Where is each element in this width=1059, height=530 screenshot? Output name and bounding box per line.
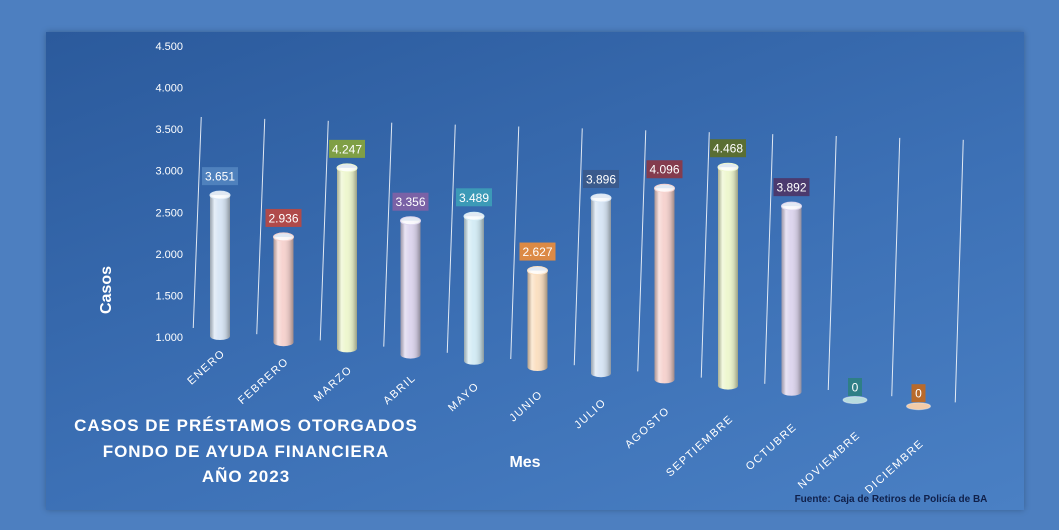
bar bbox=[842, 396, 868, 404]
svg-text:0: 0 bbox=[852, 381, 859, 395]
data-label: 2.936 bbox=[265, 208, 302, 227]
x-tick-label: MAYO bbox=[446, 380, 482, 414]
svg-text:2.627: 2.627 bbox=[522, 245, 552, 259]
gridline bbox=[764, 134, 774, 384]
svg-text:0: 0 bbox=[915, 387, 922, 401]
bar bbox=[209, 190, 231, 340]
bar bbox=[527, 266, 548, 371]
svg-text:2.936: 2.936 bbox=[268, 211, 298, 225]
data-label: 3.356 bbox=[392, 192, 429, 211]
data-labels: 3.651 2.936 4.247 3.356 3.489 2.627 3.896 4.096… bbox=[202, 139, 926, 403]
chart-title-line-1: CASOS DE PRÉSTAMOS OTORGADOS bbox=[74, 416, 418, 435]
gridline bbox=[827, 135, 837, 391]
data-label: 4.247 bbox=[329, 139, 365, 158]
source-note: Fuente: Caja de Retiros de Policía de BA bbox=[795, 494, 988, 505]
bar bbox=[336, 163, 358, 353]
svg-text:3.489: 3.489 bbox=[459, 191, 489, 205]
bar-chart: 1.000 1.500 2.000 2.500 3.000 3.500 4.000 4.500… bbox=[74, 41, 988, 505]
x-tick-label: JUNIO bbox=[507, 388, 545, 424]
data-label: 4.468 bbox=[710, 139, 746, 158]
bar bbox=[273, 232, 294, 347]
chart-title-line-3: AÑO 2023 bbox=[202, 466, 290, 486]
x-tick-label: OCTUBRE bbox=[744, 421, 800, 473]
data-label: 3.892 bbox=[773, 178, 810, 197]
y-tick-label: 2.500 bbox=[155, 207, 183, 219]
y-tick-label: 3.500 bbox=[155, 124, 183, 136]
y-axis-title: Casos bbox=[98, 266, 115, 314]
gridlines bbox=[192, 116, 964, 403]
data-label: 0 bbox=[848, 378, 862, 396]
bar bbox=[463, 211, 485, 365]
chart-title-line-2: FONDO DE AYUDA FINANCIERA bbox=[103, 442, 390, 461]
x-tick-label: JULIO bbox=[572, 397, 609, 432]
gridline bbox=[446, 124, 456, 353]
gridline bbox=[192, 116, 202, 329]
bar bbox=[717, 162, 739, 390]
x-tick-label: AGOSTO bbox=[623, 405, 673, 451]
bar bbox=[400, 216, 421, 359]
y-axis-ticks: 1.000 1.500 2.000 2.500 3.000 3.500 4.000 4.500 bbox=[155, 41, 183, 344]
x-tick-label: ABRIL bbox=[381, 372, 418, 407]
bar bbox=[906, 402, 931, 411]
svg-text:3.651: 3.651 bbox=[205, 170, 235, 184]
gridline bbox=[954, 139, 964, 403]
x-axis-title: Mes bbox=[509, 454, 540, 471]
data-label: 3.651 bbox=[202, 167, 238, 186]
y-tick-label: 1.500 bbox=[155, 290, 183, 302]
gridline bbox=[256, 118, 266, 335]
bar bbox=[654, 183, 675, 384]
svg-text:4.247: 4.247 bbox=[332, 142, 362, 156]
x-tick-label: ENERO bbox=[185, 347, 228, 387]
x-tick-label: NOVIEMBRE bbox=[796, 429, 863, 491]
y-tick-label: 3.000 bbox=[155, 166, 183, 178]
gridline bbox=[891, 137, 901, 397]
y-tick-label: 4.500 bbox=[155, 41, 183, 53]
x-tick-label: FEBRERO bbox=[236, 356, 291, 408]
x-tick-label: SEPTIEMBRE bbox=[664, 413, 736, 479]
bars bbox=[209, 162, 931, 411]
data-label: 0 bbox=[911, 384, 926, 403]
bar bbox=[590, 193, 612, 378]
chart-panel: 1.000 1.500 2.000 2.500 3.000 3.500 4.000 4.500… bbox=[46, 32, 1024, 510]
x-tick-label: MARZO bbox=[312, 364, 355, 405]
svg-text:3.356: 3.356 bbox=[395, 195, 425, 209]
gridline bbox=[319, 120, 329, 341]
data-label: 4.096 bbox=[646, 160, 683, 179]
y-tick-label: 4.000 bbox=[155, 83, 183, 95]
y-tick-label: 2.000 bbox=[155, 249, 183, 261]
gridline bbox=[383, 122, 393, 347]
svg-text:4.468: 4.468 bbox=[713, 142, 743, 156]
gridline bbox=[573, 128, 583, 366]
gridline bbox=[510, 126, 520, 360]
data-label: 2.627 bbox=[519, 242, 556, 261]
gridline bbox=[637, 130, 647, 372]
data-label: 3.489 bbox=[456, 188, 492, 207]
svg-text:4.096: 4.096 bbox=[649, 163, 679, 177]
svg-text:3.892: 3.892 bbox=[776, 181, 806, 195]
bar bbox=[781, 201, 802, 396]
gridline bbox=[700, 132, 710, 378]
x-tick-label: DICIEMBRE bbox=[863, 438, 926, 497]
data-label: 3.896 bbox=[583, 169, 619, 188]
y-tick-label: 1.000 bbox=[155, 332, 183, 344]
svg-text:3.896: 3.896 bbox=[586, 172, 616, 186]
